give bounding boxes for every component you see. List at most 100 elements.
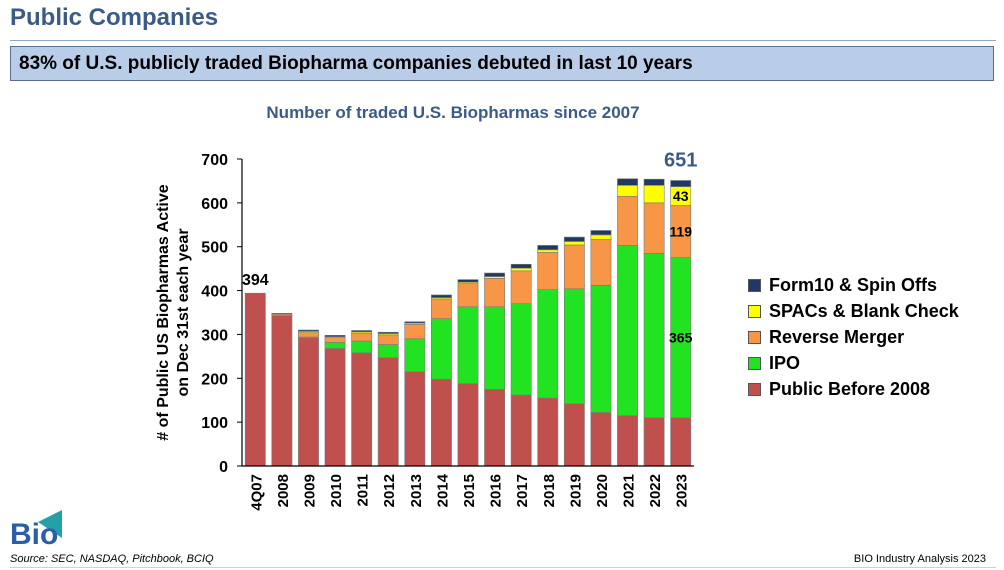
- y-tick-label: 400: [201, 284, 228, 301]
- x-tick-label: 2010: [328, 474, 345, 507]
- x-tick-label: 2011: [355, 474, 372, 507]
- bar-segment-ipo: [590, 285, 612, 413]
- chart-legend: Form10 & Spin Offs SPACs & Blank Check Rev…: [748, 272, 959, 402]
- x-tick-label: 2020: [594, 474, 611, 507]
- data-label-total: 651: [664, 149, 697, 171]
- legend-swatch: [748, 278, 761, 292]
- bio-logo-icon: [38, 510, 62, 538]
- bar-segment-form10-spin-offs: [484, 272, 505, 277]
- x-tick-label: 2023: [674, 474, 691, 507]
- bar-segment-public-before-2008: [431, 378, 452, 467]
- bar-segment-reverse-merger: [484, 277, 505, 308]
- bar-segment-form10-spin-offs: [457, 279, 479, 283]
- bar-segment-public-before-2008: [324, 348, 346, 467]
- bar-segment-reverse-merger: [457, 283, 479, 308]
- data-label-segment: 365: [669, 330, 693, 346]
- x-tick-label: 2018: [541, 474, 558, 507]
- legend-label: Reverse Merger: [769, 326, 905, 347]
- bar-segment-public-before-2008: [298, 337, 319, 467]
- bar-segment-public-before-2008: [537, 397, 559, 467]
- bar-segment-reverse-merger: [643, 202, 665, 254]
- bar-segment-form10-spin-offs: [271, 313, 293, 315]
- bar-segment-form10-spin-offs: [563, 236, 585, 242]
- legend-label: Form10 & Spin Offs: [769, 274, 938, 295]
- legend-item: SPACs & Blank Check: [748, 298, 959, 324]
- x-tick-label: 2014: [434, 473, 451, 507]
- bar-segment-spacs-blank-check: [590, 234, 612, 240]
- bar-segment-reverse-merger: [617, 195, 638, 246]
- bar-segment-form10-spin-offs: [670, 180, 692, 187]
- bio-logo-text: Bio: [10, 518, 59, 551]
- bar-segment-spacs-blank-check: [510, 267, 532, 272]
- bar-segment-reverse-merger: [351, 332, 373, 342]
- y-tick-label: 300: [201, 327, 228, 344]
- title-divider: [10, 40, 996, 41]
- bar-segment-public-before-2008: [563, 403, 585, 467]
- bar-segment-public-before-2008: [244, 292, 266, 467]
- bar-segment-ipo: [457, 306, 479, 384]
- legend-label: SPACs & Blank Check: [769, 300, 959, 321]
- bar-segment-form10-spin-offs: [404, 321, 426, 324]
- source-note: Source: SEC, NASDAQ, Pitchbook, BCIQ: [10, 553, 214, 565]
- bar-segment-ipo: [537, 289, 559, 399]
- bar-segment-ipo: [351, 340, 373, 354]
- x-tick-label: 2016: [488, 474, 505, 507]
- credit-note: BIO Industry Analysis 2023: [853, 553, 986, 565]
- y-tick-label: 100: [201, 415, 228, 432]
- bar-segment-public-before-2008: [643, 417, 665, 467]
- bar-segment-public-before-2008: [590, 412, 612, 467]
- x-tick-label: 2021: [621, 474, 638, 507]
- bar-segment-ipo: [377, 344, 399, 358]
- chart-title: Number of traded U.S. Biopharmas since 2…: [266, 103, 640, 122]
- bar-segment-reverse-merger: [298, 332, 319, 338]
- y-tick-label: 0: [219, 459, 228, 476]
- headline-banner: 83% of U.S. publicly traded Biopharma co…: [10, 46, 994, 81]
- bar-segment-form10-spin-offs: [351, 330, 373, 333]
- bar-segment-reverse-merger: [510, 270, 532, 305]
- legend-label: IPO: [769, 352, 801, 373]
- bar-segment-spacs-blank-check: [563, 241, 585, 246]
- legend-item: Form10 & Spin Offs: [748, 272, 959, 298]
- bar-segment-ipo: [563, 288, 585, 405]
- bar-segment-public-before-2008: [271, 315, 293, 467]
- bar-segment-ipo: [484, 306, 505, 390]
- bar-segment-ipo: [510, 303, 532, 396]
- bar-segment-form10-spin-offs: [377, 331, 399, 334]
- data-label-total: 394: [242, 272, 269, 289]
- bar-segment-reverse-merger: [431, 298, 452, 319]
- bar-segment-ipo: [324, 342, 346, 349]
- bio-logo: Bio: [8, 508, 64, 552]
- bar-segment-public-before-2008: [351, 352, 373, 467]
- bar-segment-ipo: [617, 245, 638, 416]
- y-axis-title: # of Public US Biopharmas Active: [155, 184, 172, 440]
- bar-segment-reverse-merger: [324, 336, 346, 343]
- bar-segment-spacs-blank-check: [537, 249, 559, 253]
- x-tick-label: 2008: [275, 474, 292, 507]
- bar-segment-form10-spin-offs: [324, 335, 346, 337]
- bar-segment-reverse-merger: [590, 238, 612, 286]
- bar-segment-form10-spin-offs: [510, 263, 532, 269]
- y-axis-title: on Dec 31st each year: [175, 228, 192, 396]
- bar-segment-public-before-2008: [377, 357, 399, 467]
- legend-item: IPO: [748, 350, 959, 376]
- bar-segment-form10-spin-offs: [431, 294, 452, 298]
- bar-segment-public-before-2008: [617, 415, 638, 467]
- bar-segment-spacs-blank-check: [617, 185, 638, 197]
- bar-segment-ipo: [431, 318, 452, 380]
- bar-segment-public-before-2008: [404, 371, 426, 467]
- x-tick-label: 2012: [381, 474, 398, 507]
- x-tick-label: 4Q07: [248, 474, 265, 511]
- bar-segment-form10-spin-offs: [298, 329, 319, 332]
- x-tick-label: 2015: [461, 474, 478, 507]
- bar-segment-reverse-merger: [377, 334, 399, 345]
- legend-swatch: [748, 356, 761, 370]
- x-tick-label: 2009: [301, 474, 318, 507]
- data-label-segment: 119: [669, 224, 692, 240]
- x-tick-label: 2022: [647, 474, 664, 507]
- bar-segment-form10-spin-offs: [537, 245, 559, 251]
- x-tick-label: 2019: [567, 474, 584, 507]
- y-tick-label: 500: [201, 240, 228, 257]
- bar-segment-reverse-merger: [563, 244, 585, 290]
- bar-segment-public-before-2008: [510, 394, 532, 467]
